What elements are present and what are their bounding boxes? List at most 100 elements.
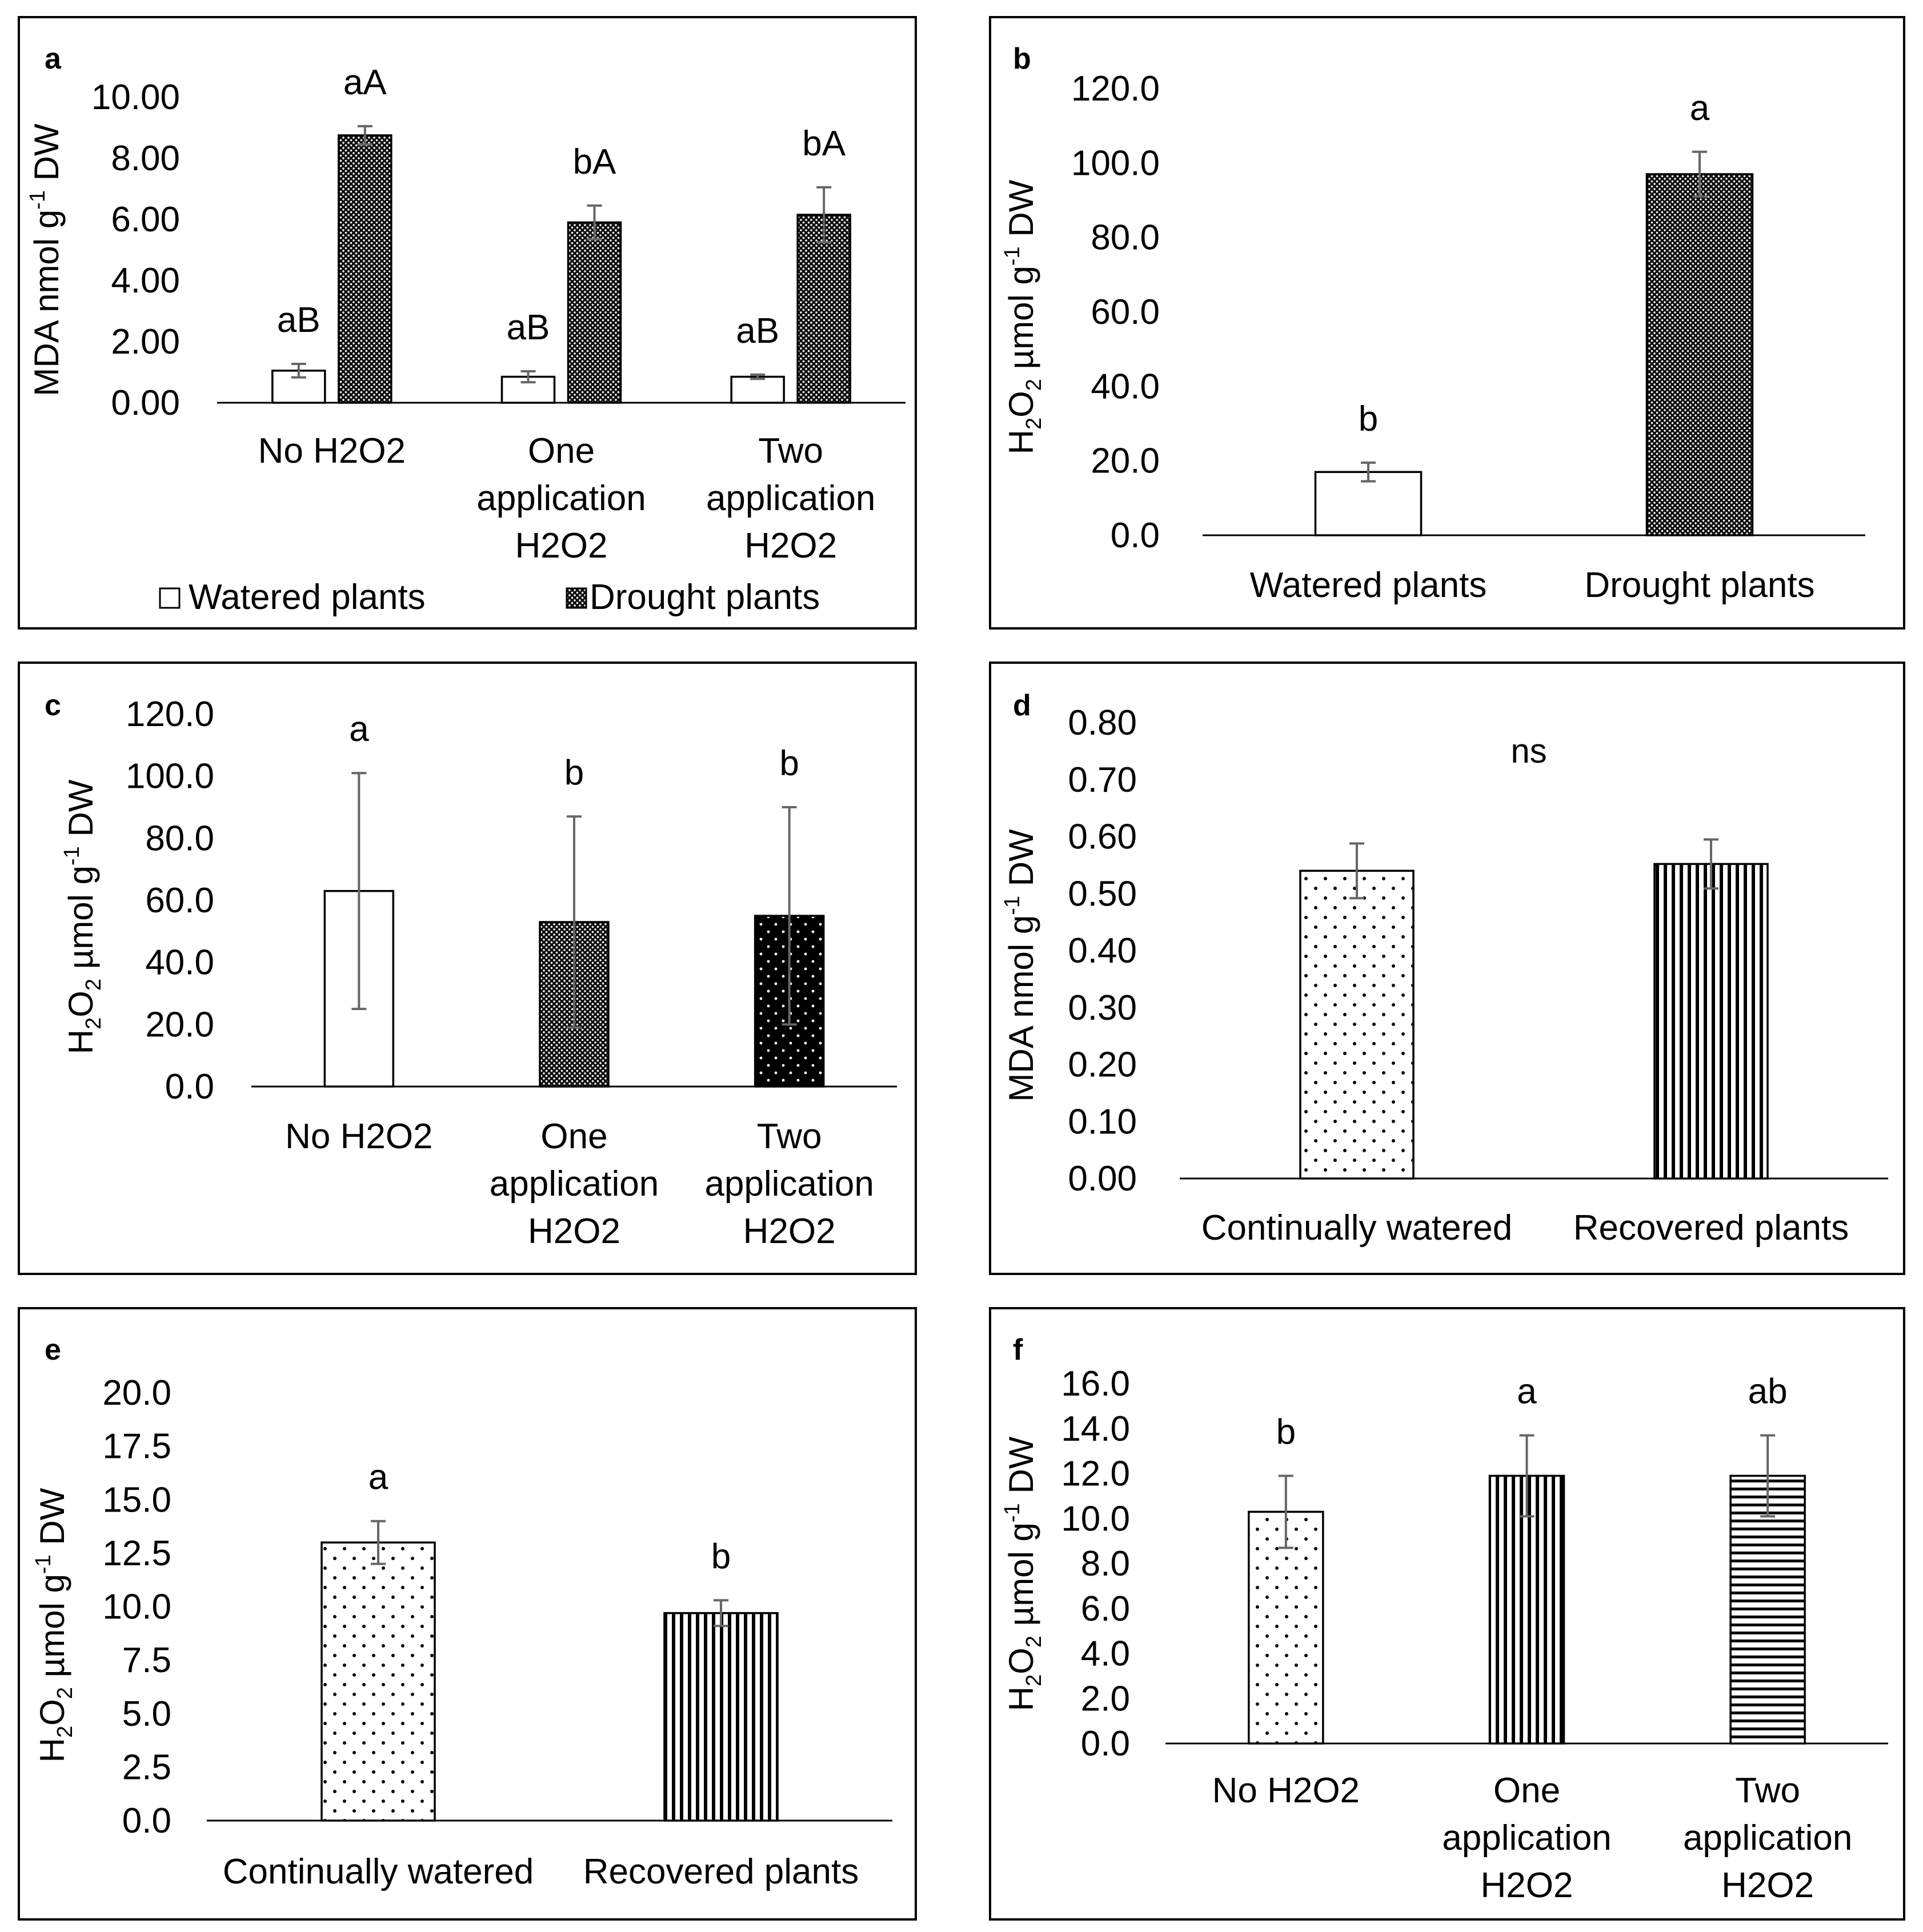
- panel-f-significance-label: a: [1517, 1372, 1537, 1412]
- panel-b-letter: b: [1013, 42, 1031, 75]
- panel-e-y-axis-title: H2O2 µmol g-1 DW: [31, 1488, 77, 1762]
- panel-c-significance-label: a: [349, 710, 369, 749]
- panel-d-y-tick-label: 0.80: [1068, 703, 1137, 743]
- panel-d-y-tick-label: 0.60: [1068, 817, 1137, 857]
- panel-b-y-tick-label: 20.0: [1091, 442, 1160, 481]
- panel-e-y-tick-label: 17.5: [102, 1427, 171, 1466]
- panel-d-bar: [1299, 869, 1415, 1180]
- panel-c-significance-label: b: [779, 744, 799, 783]
- panel-a-significance-label: aA: [343, 63, 387, 102]
- panel-f-y-tick-label: 12.0: [1061, 1454, 1130, 1494]
- panel-d-x-category-label: Recovered plants: [1573, 1208, 1849, 1248]
- panel-a-x-category-label: No H2O2: [258, 431, 406, 471]
- panel-d-y-tick-label: 0.00: [1068, 1159, 1137, 1199]
- panel-c-y-tick-label: 0.0: [165, 1067, 214, 1107]
- panel-b-y-tick-label: 0.0: [1111, 516, 1160, 555]
- panel-a-significance-label: aB: [277, 300, 320, 340]
- panel-b-y-tick-label: 120.0: [1071, 69, 1160, 109]
- panel-a-significance-label: aB: [507, 308, 550, 347]
- panel-b-bar: [1645, 173, 1754, 536]
- panel-f-frame: [989, 1307, 1905, 1921]
- panel-d-y-tick-label: 0.20: [1068, 1045, 1137, 1085]
- panel-c-x-category-label: Two application H2O2: [704, 1117, 874, 1251]
- panel-c-y-tick-label: 80.0: [145, 819, 214, 858]
- panel-c-y-tick-label: 20.0: [145, 1005, 214, 1044]
- panel-e-y-tick-label: 12.5: [102, 1534, 171, 1573]
- panel-a-y-tick-label: 10.00: [91, 78, 180, 117]
- panel-a-bar: [796, 214, 851, 404]
- panel-a-x-category-label: Two application H2O2: [706, 431, 875, 566]
- panel-b-frame: [989, 16, 1905, 630]
- panel-f-y-tick-label: 4.0: [1081, 1634, 1130, 1674]
- panel-e-plot: 0.0 2.5 5.0 7.5 10.0 12.5 15.0 17.5 20.0 Continua…: [102, 1373, 892, 1891]
- panel-b-y-tick-label: 80.0: [1091, 218, 1160, 258]
- panel-e-x-category-label: Recovered plants: [583, 1852, 859, 1891]
- panel-f-y-tick-label: 14.0: [1061, 1409, 1130, 1449]
- panel-e-y-tick-label: 10.0: [102, 1588, 171, 1627]
- panel-a-significance-label: bA: [573, 142, 616, 182]
- panel-e-letter: e: [45, 1333, 61, 1366]
- panel-f-significance-label: ab: [1748, 1372, 1788, 1412]
- panel-a-bar: [730, 375, 785, 404]
- panel-f-plot: 0.0 2.0 4.0 6.0 8.0 10.0 12.0 14.0 16.0 No H2O2 On…: [1061, 1364, 1888, 1905]
- panel-b-y-tick-label: 60.0: [1091, 292, 1160, 332]
- panel-a-legend: Watered plants Drought plants: [159, 578, 820, 617]
- panel-e-significance-label: a: [368, 1458, 388, 1497]
- panel-d-y-tick-label: 0.40: [1068, 931, 1137, 971]
- panel-e-y-tick-label: 5.0: [122, 1694, 171, 1734]
- panel-d-y-tick-label: 0.10: [1068, 1102, 1137, 1141]
- panel-a-bar: [567, 221, 622, 404]
- panel-a-y-tick-label: 2.00: [111, 322, 180, 362]
- legend-label-watered: Watered plants: [189, 578, 426, 617]
- panel-d-y-tick-label: 0.70: [1068, 760, 1137, 800]
- panel-a-letter: a: [45, 42, 62, 75]
- panel-f-y-tick-label: 2.0: [1081, 1679, 1130, 1718]
- legend-swatch-watered: [159, 587, 181, 609]
- panel-b-x-category-label: Drought plants: [1584, 566, 1814, 605]
- panel-a-y-tick-label: 8.00: [111, 139, 180, 178]
- panel-a-bar: [338, 134, 392, 404]
- panel-a-y-axis-title: MDA nmol g-1 DW: [26, 123, 66, 396]
- legend-swatch-drought: [566, 587, 587, 609]
- panel-f-y-axis-title: H2O2 µmol g-1 DW: [1000, 1436, 1046, 1711]
- panel-d-bar: [1653, 863, 1769, 1180]
- panel-f-significance-label: b: [1276, 1412, 1296, 1452]
- panel-b-y-tick-label: 40.0: [1091, 367, 1160, 406]
- panel-c-letter: c: [45, 689, 61, 722]
- panel-f-x-category-label: Two application H2O2: [1683, 1771, 1852, 1905]
- panel-a-significance-label: bA: [802, 124, 846, 163]
- panel-a-y-tick-label: 6.00: [111, 200, 180, 239]
- panel-e-y-tick-label: 20.0: [102, 1373, 171, 1413]
- legend-label-drought: Drought plants: [590, 578, 820, 617]
- panel-c-y-tick-label: 120.0: [126, 695, 214, 734]
- panel-f-y-tick-label: 10.0: [1061, 1499, 1130, 1538]
- panel-b-x-category-label: Watered plants: [1250, 566, 1487, 605]
- panel-d-ns-annotation: ns: [1511, 732, 1547, 770]
- panel-e-y-tick-label: 2.5: [122, 1747, 171, 1787]
- panel-e-frame: [18, 1307, 917, 1921]
- panel-c-y-tick-label: 100.0: [126, 757, 214, 796]
- panel-e-x-category-label: Continually watered: [223, 1852, 534, 1891]
- panel-b-y-axis-title: H2O2 µmol g-1 DW: [1000, 179, 1046, 454]
- panel-d-letter: d: [1013, 689, 1031, 722]
- panel-c-y-axis-title: H2O2 µmol g-1 DW: [60, 779, 106, 1054]
- panel-e-y-tick-label: 0.0: [122, 1801, 171, 1841]
- panel-a-x-category-label: One application H2O2: [476, 431, 646, 566]
- panel-a-y-tick-label: 4.00: [111, 261, 180, 300]
- panel-c-bar: [323, 889, 395, 1088]
- panel-b-plot: 0.0 20.0 40.0 60.0 80.0 100.0 120.0 Watered pla…: [1071, 69, 1865, 605]
- panel-f-bar: [1248, 1510, 1324, 1745]
- panel-f-x-category-label: No H2O2: [1212, 1771, 1360, 1810]
- panel-e-significance-label: b: [711, 1537, 731, 1576]
- panel-e-bar: [663, 1612, 779, 1822]
- panel-c-plot: 0.0 20.0 40.0 60.0 80.0 100.0 120.0 No H2O2 One a…: [126, 695, 897, 1251]
- panel-d-frame: [989, 662, 1905, 1275]
- panel-c-x-category-label: No H2O2: [285, 1117, 432, 1156]
- panel-f-y-tick-label: 8.0: [1081, 1544, 1130, 1584]
- panel-d-y-tick-label: 0.30: [1068, 988, 1137, 1028]
- panel-e-bar: [320, 1541, 436, 1822]
- panel-c-y-tick-label: 60.0: [145, 881, 214, 920]
- panel-f-letter: f: [1013, 1333, 1023, 1366]
- panel-f-y-tick-label: 6.0: [1081, 1589, 1130, 1629]
